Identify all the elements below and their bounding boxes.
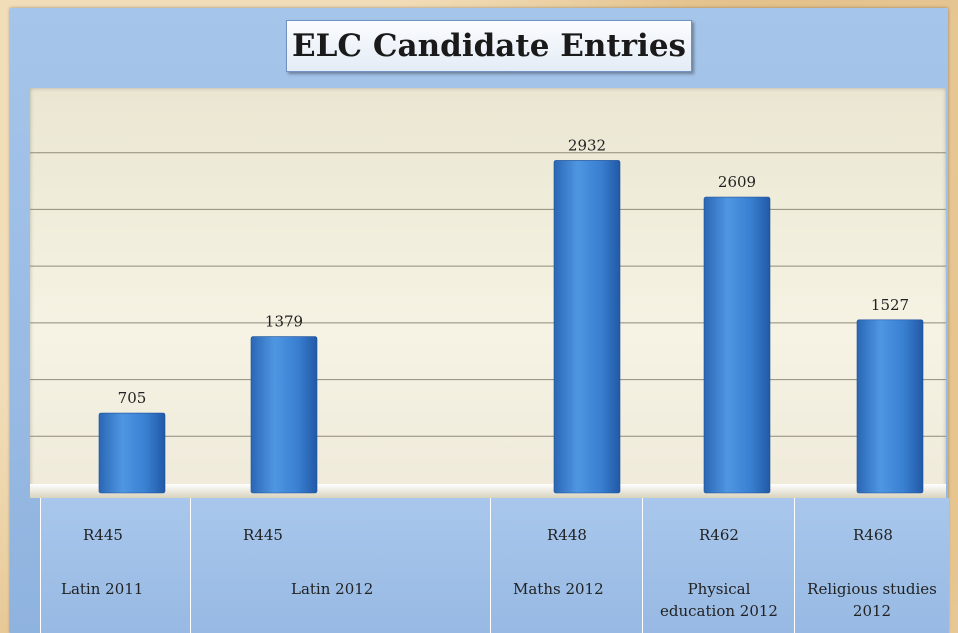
bar [250, 336, 318, 494]
category-name: Latin 2012 [291, 580, 374, 598]
category-code: R468 [853, 526, 893, 544]
category-cell: R462 Physical education 2012 [642, 498, 795, 633]
plot-area: 705 1379 2932 2609 1527 [30, 88, 946, 498]
category-code: R445 [243, 526, 283, 544]
data-label: 1379 [265, 313, 303, 331]
category-cell: R445 Latin 2011 [40, 498, 191, 633]
category-name: Maths 2012 [513, 580, 604, 598]
category-name: Latin 2011 [61, 580, 144, 598]
data-label: 1527 [871, 296, 909, 314]
bar [703, 196, 771, 494]
bar [856, 319, 924, 494]
data-label: 705 [118, 389, 147, 407]
category-cell: R448 Maths 2012 [490, 498, 643, 633]
category-name: Religious studies 2012 [807, 580, 937, 620]
bar [553, 160, 621, 494]
data-label: 2932 [568, 136, 606, 154]
category-code: R445 [83, 526, 123, 544]
bar [98, 412, 166, 494]
category-cell: R445 Latin 2012 [190, 498, 491, 633]
data-label: 2609 [718, 173, 756, 191]
category-name: Physical education 2012 [660, 580, 778, 620]
category-code: R448 [547, 526, 587, 544]
chart-floor [30, 484, 946, 498]
chart-title-box: ELC Candidate Entries [286, 20, 692, 72]
category-code: R462 [699, 526, 739, 544]
chart-title: ELC Candidate Entries [291, 28, 686, 64]
category-cell: R468 Religious studies 2012 [794, 498, 949, 633]
bar-chart-svg: 705 1379 2932 2609 1527 [30, 136, 946, 498]
